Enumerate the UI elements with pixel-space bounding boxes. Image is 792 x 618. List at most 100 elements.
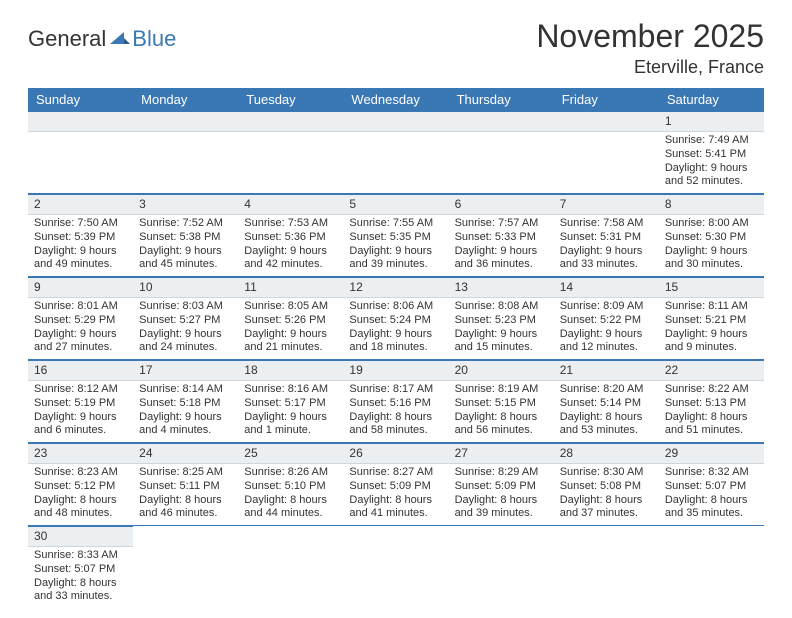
day-sunrise: Sunrise: 8:25 AM [139,466,232,480]
day-header: Wednesday [343,88,448,111]
calendar-cell-empty [343,111,448,194]
day-header: Saturday [659,88,764,111]
day-sunset: Sunset: 5:09 PM [349,480,442,494]
calendar-cell: 17Sunrise: 8:14 AMSunset: 5:18 PMDayligh… [133,360,238,443]
day-number: 28 [554,443,659,464]
logo: General Blue [28,26,176,52]
day-sunset: Sunset: 5:41 PM [665,148,758,162]
calendar-cell: 27Sunrise: 8:29 AMSunset: 5:09 PMDayligh… [449,443,554,526]
day-details: Sunrise: 8:20 AMSunset: 5:14 PMDaylight:… [554,381,659,442]
day-sunset: Sunset: 5:29 PM [34,314,127,328]
day-sunset: Sunset: 5:14 PM [560,397,653,411]
day-number: 16 [28,360,133,381]
day-dl1: Daylight: 8 hours [139,494,232,508]
day-number: 11 [238,277,343,298]
day-sunrise: Sunrise: 8:00 AM [665,217,758,231]
calendar-cell: 14Sunrise: 8:09 AMSunset: 5:22 PMDayligh… [554,277,659,360]
day-sunset: Sunset: 5:10 PM [244,480,337,494]
day-sunrise: Sunrise: 7:57 AM [455,217,548,231]
day-details: Sunrise: 8:08 AMSunset: 5:23 PMDaylight:… [449,298,554,359]
day-sunset: Sunset: 5:08 PM [560,480,653,494]
day-dl2: and 48 minutes. [34,507,127,521]
calendar-cell-empty [343,526,448,609]
day-dl2: and 36 minutes. [455,258,548,272]
day-details: Sunrise: 8:05 AMSunset: 5:26 PMDaylight:… [238,298,343,359]
day-number: 12 [343,277,448,298]
day-number: 10 [133,277,238,298]
day-sunrise: Sunrise: 8:27 AM [349,466,442,480]
day-sunset: Sunset: 5:33 PM [455,231,548,245]
day-dl1: Daylight: 8 hours [560,494,653,508]
calendar-row: 23Sunrise: 8:23 AMSunset: 5:12 PMDayligh… [28,443,764,526]
day-dl2: and 30 minutes. [665,258,758,272]
day-sunrise: Sunrise: 8:06 AM [349,300,442,314]
calendar-cell-empty [238,111,343,194]
day-dl1: Daylight: 9 hours [665,245,758,259]
day-sunrise: Sunrise: 8:09 AM [560,300,653,314]
calendar-cell-empty [449,111,554,194]
day-details: Sunrise: 8:30 AMSunset: 5:08 PMDaylight:… [554,464,659,525]
day-header-row: Sunday Monday Tuesday Wednesday Thursday… [28,88,764,111]
day-details: Sunrise: 8:12 AMSunset: 5:19 PMDaylight:… [28,381,133,442]
day-sunset: Sunset: 5:11 PM [139,480,232,494]
day-details: Sunrise: 8:11 AMSunset: 5:21 PMDaylight:… [659,298,764,359]
day-dl1: Daylight: 9 hours [34,411,127,425]
day-dl2: and 37 minutes. [560,507,653,521]
calendar-cell: 12 Sunrise: 8:06 AMSunset: 5:24 PMDayligh… [343,277,448,360]
day-number-empty [449,111,554,132]
day-sunset: Sunset: 5:17 PM [244,397,337,411]
calendar-cell: 24 Sunrise: 8:25 AMSunset: 5:11 PMDayligh… [133,443,238,526]
calendar-cell: 25Sunrise: 8:26 AMSunset: 5:10 PMDayligh… [238,443,343,526]
title-block: November 2025 Eterville, France [536,18,764,78]
day-sunset: Sunset: 5:23 PM [455,314,548,328]
day-sunset: Sunset: 5:35 PM [349,231,442,245]
day-number: 15 [659,277,764,298]
day-details: Sunrise: 8:29 AMSunset: 5:09 PMDaylight:… [449,464,554,525]
day-dl1: Daylight: 9 hours [349,328,442,342]
logo-flag-icon [110,30,130,51]
day-dl1: Daylight: 8 hours [349,494,442,508]
day-dl2: and 45 minutes. [139,258,232,272]
day-dl1: Daylight: 9 hours [244,245,337,259]
day-dl1: Daylight: 9 hours [139,411,232,425]
day-number: 24 [133,443,238,464]
day-sunrise: Sunrise: 8:33 AM [34,549,127,563]
day-dl1: Daylight: 9 hours [665,328,758,342]
day-details: Sunrise: 8:03 AMSunset: 5:27 PMDaylight:… [133,298,238,359]
day-sunrise: Sunrise: 7:52 AM [139,217,232,231]
day-sunset: Sunset: 5:07 PM [665,480,758,494]
day-number: 4 [238,194,343,215]
day-sunrise: Sunrise: 7:50 AM [34,217,127,231]
day-number: 7 [554,194,659,215]
day-sunrise: Sunrise: 8:11 AM [665,300,758,314]
calendar-cell: 16Sunrise: 8:12 AMSunset: 5:19 PMDayligh… [28,360,133,443]
calendar-table: Sunday Monday Tuesday Wednesday Thursday… [28,88,764,608]
calendar-cell: 6Sunrise: 7:57 AMSunset: 5:33 PMDaylight… [449,194,554,277]
day-dl2: and 6 minutes. [34,424,127,438]
day-details: Sunrise: 8:00 AMSunset: 5:30 PMDaylight:… [659,215,764,276]
day-dl1: Daylight: 9 hours [139,328,232,342]
day-sunset: Sunset: 5:24 PM [349,314,442,328]
day-details: Sunrise: 8:27 AMSunset: 5:09 PMDaylight:… [343,464,448,525]
calendar-cell: 30Sunrise: 8:33 AMSunset: 5:07 PMDayligh… [28,526,133,609]
calendar-row: 1Sunrise: 7:49 AMSunset: 5:41 PMDaylight… [28,111,764,194]
day-sunrise: Sunrise: 8:12 AM [34,383,127,397]
calendar-cell: 10Sunrise: 8:03 AMSunset: 5:27 PMDayligh… [133,277,238,360]
day-sunrise: Sunrise: 7:58 AM [560,217,653,231]
day-sunrise: Sunrise: 8:26 AM [244,466,337,480]
calendar-cell: 20Sunrise: 8:19 AMSunset: 5:15 PMDayligh… [449,360,554,443]
calendar-cell: 3Sunrise: 7:52 AMSunset: 5:38 PMDaylight… [133,194,238,277]
logo-text-general: General [28,26,106,52]
calendar-cell: 5Sunrise: 7:55 AMSunset: 5:35 PMDaylight… [343,194,448,277]
day-sunrise: Sunrise: 8:29 AM [455,466,548,480]
calendar-cell: 4Sunrise: 7:53 AMSunset: 5:36 PMDaylight… [238,194,343,277]
day-sunset: Sunset: 5:07 PM [34,563,127,577]
day-sunset: Sunset: 5:22 PM [560,314,653,328]
day-header: Tuesday [238,88,343,111]
day-dl1: Daylight: 9 hours [34,328,127,342]
day-number: 25 [238,443,343,464]
day-dl2: and 49 minutes. [34,258,127,272]
calendar-cell: 1Sunrise: 7:49 AMSunset: 5:41 PMDaylight… [659,111,764,194]
calendar-cell: 8Sunrise: 8:00 AMSunset: 5:30 PMDaylight… [659,194,764,277]
day-number: 6 [449,194,554,215]
